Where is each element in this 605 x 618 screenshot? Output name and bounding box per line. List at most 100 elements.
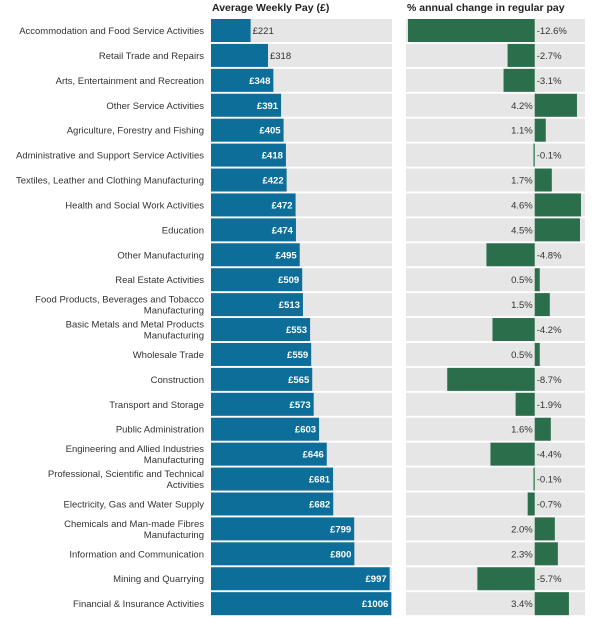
change-value-label: -2.7%: [537, 51, 562, 62]
change-track: [406, 168, 585, 192]
change-track: [406, 342, 585, 366]
category-label: Chemicals and Man-made Fibres Manufacturi…: [64, 519, 204, 541]
change-value-label: 1.1%: [511, 126, 533, 137]
pay-bar: [211, 293, 303, 317]
change-track: [406, 517, 585, 541]
category-label: Information and Communication: [69, 549, 204, 560]
category-label: Electricity, Gas and Water Supply: [64, 499, 205, 510]
pay-value-label: £318: [270, 51, 291, 62]
change-value-label: 4.6%: [511, 200, 533, 211]
change-bar: [486, 243, 535, 267]
change-bar: [534, 542, 558, 566]
category-label-line: Manufacturing: [144, 530, 204, 541]
category-label: Financial & Insurance Activities: [73, 599, 204, 610]
category-label: Basic Metals and Metal Products Manufactu…: [66, 320, 205, 342]
pay-bar: [211, 268, 303, 292]
category-label-line: Engineering and Allied Industries: [66, 444, 205, 455]
change-bar: [507, 43, 535, 67]
pay-value-label: £565: [288, 375, 310, 386]
change-bar: [503, 68, 535, 92]
pay-bar: [211, 567, 390, 591]
pay-value-label: £646: [303, 450, 324, 461]
change-track: [406, 467, 585, 491]
pay-value-label: £513: [279, 300, 300, 311]
category-label: Retail Trade and Repairs: [99, 51, 204, 62]
category-label: Public Administration: [116, 425, 204, 436]
change-bar: [534, 218, 580, 242]
change-value-label: 2.0%: [511, 524, 533, 535]
pay-bar: [211, 68, 274, 92]
change-track: [406, 392, 585, 416]
pay-value-label: £495: [276, 250, 298, 261]
change-track: [406, 143, 585, 167]
change-value-label: -5.7%: [537, 574, 562, 585]
change-value-label: 2.3%: [511, 549, 533, 560]
pay-value-label: £221: [253, 26, 274, 37]
pay-bar: [211, 367, 313, 391]
category-label: Agriculture, Forestry and Fishing: [67, 126, 204, 137]
pay-bar: [211, 218, 296, 242]
category-label-line: Manufacturing: [144, 306, 204, 317]
change-bar: [534, 417, 551, 441]
category-label: Other Service Activities: [106, 101, 204, 112]
change-value-label: 1.6%: [511, 425, 533, 436]
category-label-line: Basic Metals and Metal Products: [66, 320, 205, 331]
change-track: [406, 268, 585, 292]
pay-value-label: £348: [249, 76, 270, 87]
category-label-line: Food Products, Beverages and Tobacco: [35, 295, 204, 306]
category-label: Engineering and Allied Industries Manufac…: [66, 444, 205, 466]
pay-change-panel-title: % annual change in regular pay: [407, 2, 565, 14]
category-label: Transport and Storage: [109, 400, 204, 411]
change-track: [406, 68, 585, 92]
pay-value-label: £509: [278, 275, 299, 286]
pay-value-label: £422: [262, 176, 283, 187]
change-value-label: -4.8%: [537, 250, 562, 261]
category-label: Arts, Entertainment and Recreation: [56, 76, 204, 87]
pay-bar: [211, 442, 327, 466]
change-bar: [527, 492, 535, 516]
pay-bar: [211, 168, 287, 192]
change-bar: [477, 567, 535, 591]
pay-value-label: £603: [295, 425, 316, 436]
pay-bar: [211, 93, 282, 117]
pay-value-label: £997: [366, 574, 387, 585]
pay-bar: [211, 417, 320, 441]
change-bar: [447, 367, 535, 391]
pay-bar: [211, 143, 286, 167]
pay-track: [211, 19, 392, 42]
change-bar: [533, 467, 535, 491]
change-bar: [534, 93, 577, 117]
change-bar: [534, 193, 581, 217]
change-value-label: -3.1%: [537, 76, 562, 87]
pay-value-label: £391: [257, 101, 279, 112]
change-track: [406, 118, 585, 142]
category-label: Education: [162, 225, 204, 236]
change-value-label: -1.9%: [537, 400, 562, 411]
pay-value-label: £472: [271, 200, 292, 211]
category-label: Other Manufacturing: [117, 250, 204, 261]
change-value-label: -4.2%: [537, 325, 562, 336]
pay-value-label: £1006: [362, 599, 388, 610]
pay-bar: [211, 342, 312, 366]
change-track: [406, 43, 585, 67]
category-label-line: Chemicals and Man-made Fibres: [64, 519, 204, 530]
pay-bar: [211, 318, 311, 342]
pay-value-label: £405: [259, 126, 281, 137]
change-value-label: 0.5%: [511, 275, 533, 286]
pay-bar: [211, 517, 355, 541]
change-value-label: -0.1%: [537, 151, 562, 162]
weekly-pay-panel-title: Average Weekly Pay (£): [212, 2, 329, 14]
pay-value-label: £799: [330, 524, 351, 535]
category-label: Accommodation and Food Service Activitie…: [19, 26, 204, 37]
category-label-line: Manufacturing: [144, 455, 204, 466]
change-bar: [534, 517, 555, 541]
change-bar: [492, 318, 535, 342]
pay-bar: [211, 118, 284, 142]
change-value-label: 0.5%: [511, 350, 533, 361]
pay-bar: [211, 542, 355, 566]
pay-value-label: £682: [309, 499, 330, 510]
category-label: Construction: [151, 375, 204, 386]
change-bar: [534, 268, 540, 292]
change-bar: [534, 342, 540, 366]
